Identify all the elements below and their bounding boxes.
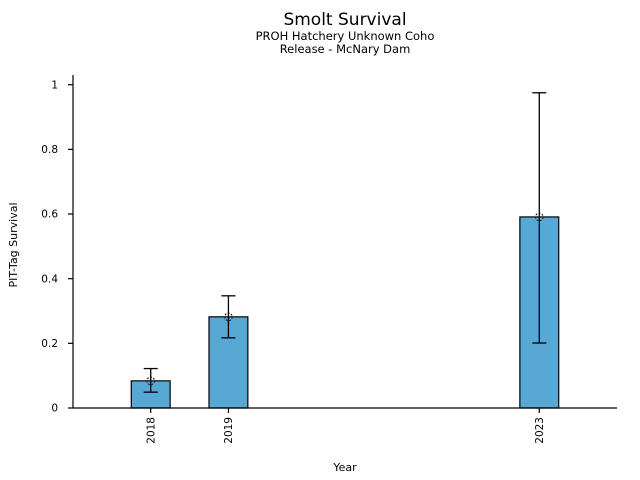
point-marker-2023	[534, 212, 544, 222]
x-tick-label-2019: 2019	[223, 417, 235, 444]
chart-subtitle-line2: Release - McNary Dam	[280, 42, 411, 56]
y-tick-label-0.6: 0.6	[41, 209, 58, 221]
chart-title: Smolt Survival	[283, 10, 406, 30]
y-tick-label-0.2: 0.2	[41, 338, 58, 350]
y-tick-label-0.8: 0.8	[41, 144, 58, 156]
point-marker-2018	[146, 376, 156, 386]
plot-area: 0 0.2 0.4 0.6 0.8 1 2018 2019 2023	[41, 79, 560, 444]
point-marker-2019	[224, 312, 233, 322]
x-axis-label: Year	[332, 461, 357, 474]
y-tick-label-0: 0	[51, 403, 58, 415]
x-tick-label-2023: 2023	[534, 417, 546, 444]
y-tick-label-1: 1	[51, 79, 58, 91]
y-axis-label: PIT-Tag Survival	[7, 202, 20, 287]
y-tick-label-0.4: 0.4	[41, 273, 58, 285]
x-tick-label-2018: 2018	[146, 417, 158, 444]
chart-subtitle-line1: PROH Hatchery Unknown Coho	[256, 29, 435, 43]
